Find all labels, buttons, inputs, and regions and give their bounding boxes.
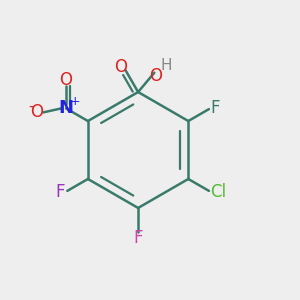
Text: Cl: Cl bbox=[210, 183, 226, 201]
Text: O: O bbox=[59, 71, 73, 89]
Text: F: F bbox=[55, 183, 64, 201]
Text: N: N bbox=[58, 99, 74, 117]
Text: H: H bbox=[160, 58, 172, 73]
Text: O: O bbox=[149, 67, 162, 85]
Text: F: F bbox=[134, 229, 143, 247]
Text: -: - bbox=[28, 98, 34, 113]
Text: F: F bbox=[211, 99, 220, 117]
Text: +: + bbox=[70, 95, 80, 108]
Text: O: O bbox=[30, 103, 43, 122]
Text: O: O bbox=[114, 58, 127, 76]
